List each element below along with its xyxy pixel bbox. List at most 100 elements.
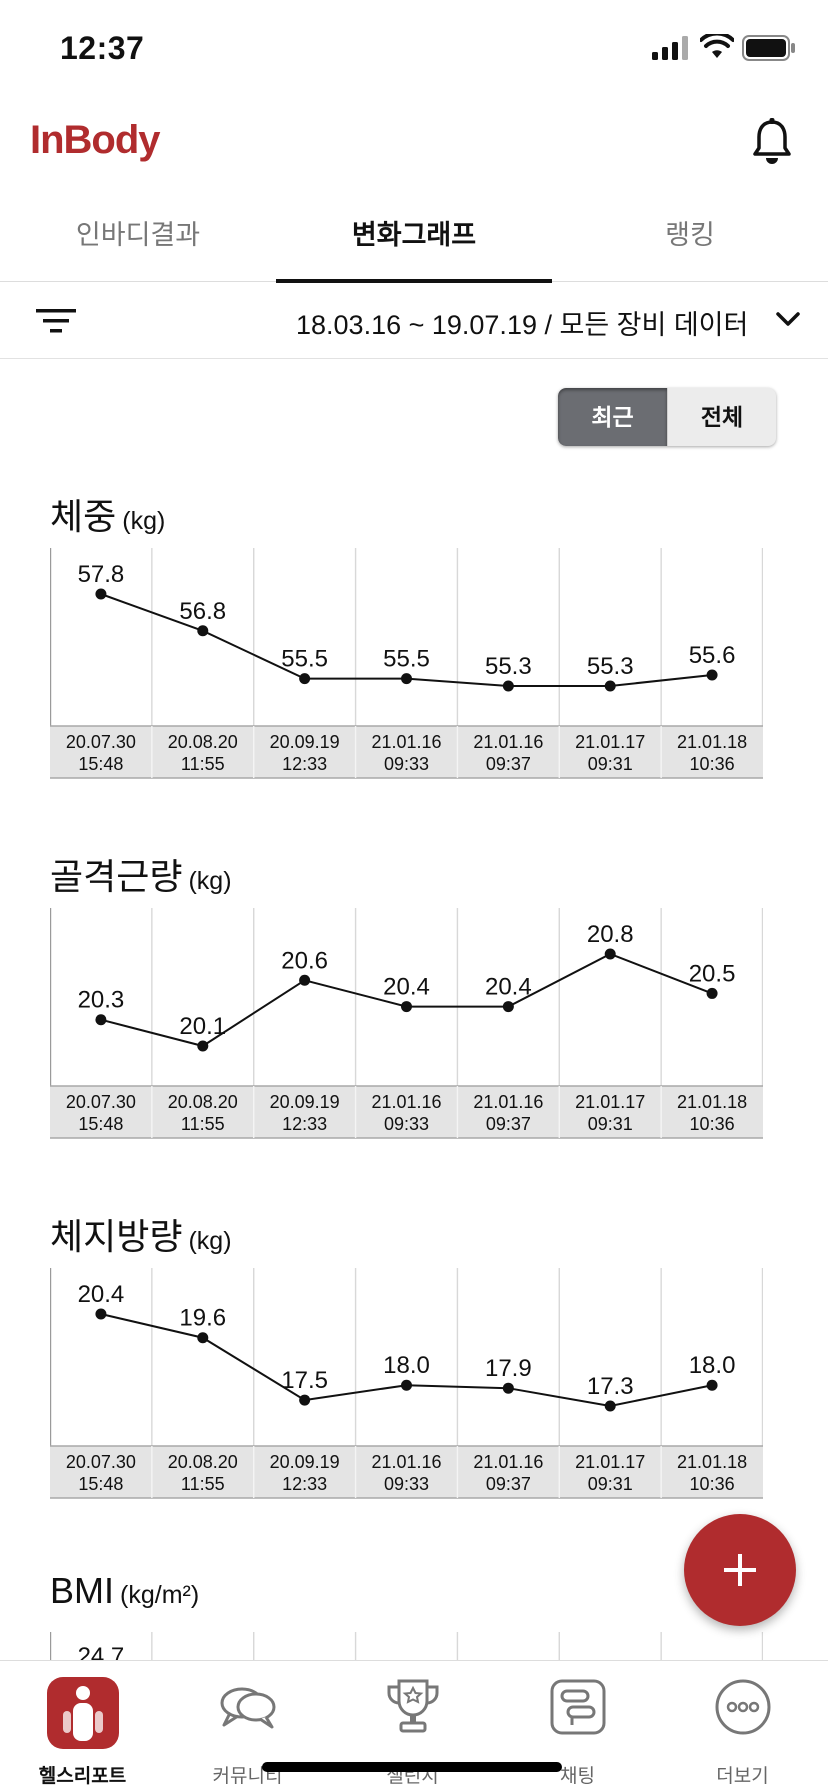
x-tick-date: 21.01.16 <box>371 1092 441 1112</box>
x-tick-time: 15:48 <box>78 1474 123 1494</box>
nav-health-report[interactable]: 헬스리포트 <box>0 1661 165 1792</box>
data-point[interactable] <box>197 1332 209 1344</box>
chart-unit: (kg/m²) <box>120 1581 200 1609</box>
x-tick-time: 12:33 <box>282 754 327 774</box>
x-tick-date: 21.01.18 <box>677 1092 747 1112</box>
x-tick-time: 09:33 <box>384 1474 429 1494</box>
data-point[interactable] <box>604 948 616 960</box>
data-label: 20.4 <box>78 1281 125 1308</box>
x-tick-date: 20.08.20 <box>168 1092 238 1112</box>
x-tick-time: 09:37 <box>486 1474 531 1494</box>
nav-more[interactable]: 더보기 <box>660 1661 825 1792</box>
nav-chat[interactable]: 채팅 <box>495 1661 660 1792</box>
data-point[interactable] <box>706 987 718 999</box>
data-point[interactable] <box>95 1308 107 1320</box>
data-point[interactable] <box>604 1400 616 1412</box>
chart-title: 체중 <box>50 496 117 537</box>
x-tick-time: 12:33 <box>282 1114 327 1134</box>
chart-title: 체지방량 <box>50 1216 183 1257</box>
data-label: 18.0 <box>383 1352 430 1379</box>
x-tick-date: 21.01.18 <box>677 1452 747 1472</box>
data-point[interactable] <box>401 1379 412 1391</box>
app-header: InBody <box>0 100 828 200</box>
x-tick-date: 21.01.16 <box>473 1092 543 1112</box>
data-point[interactable] <box>299 1394 311 1406</box>
x-tick-time: 09:33 <box>384 1114 429 1134</box>
data-label: 55.3 <box>485 653 532 680</box>
chat-bubbles-icon <box>220 1687 275 1729</box>
signal-icon <box>652 36 688 60</box>
x-axis-band <box>50 726 763 778</box>
data-label: 20.8 <box>587 921 634 948</box>
all-button[interactable]: 전체 <box>667 388 776 446</box>
inbody-logo: InBody <box>30 118 161 162</box>
data-point[interactable] <box>197 625 209 637</box>
status-bar: 12:37 <box>0 0 828 100</box>
x-axis-band <box>50 1446 763 1498</box>
data-label: 55.5 <box>281 646 328 673</box>
x-tick-time: 10:36 <box>690 1114 735 1134</box>
tab-inbody-result[interactable]: 인바디결과 <box>0 200 276 282</box>
tab-change-graph[interactable]: 변화그래프 <box>276 200 552 283</box>
x-tick-date: 21.01.17 <box>575 1452 645 1472</box>
data-point[interactable] <box>502 1382 514 1394</box>
home-indicator <box>262 1762 562 1772</box>
recent-button[interactable]: 최근 <box>558 388 667 446</box>
x-tick-time: 12:33 <box>282 1474 327 1494</box>
nav-community[interactable]: 커뮤니티 <box>165 1661 330 1792</box>
weight-chart: 57.8 56.8 55.5 55.5 55.3 55.3 55.6 20.07.3015:4… <box>50 548 763 779</box>
section-title: BMI (kg/m²) <box>50 1570 199 1620</box>
x-tick-time: 10:36 <box>690 1474 735 1494</box>
trophy-icon <box>387 1679 438 1733</box>
skeletal-muscle-chart: 20.3 20.1 20.6 20.4 20.4 20.8 20.5 20.07.3015:4… <box>50 908 763 1139</box>
nav-label: 더보기 <box>716 1766 769 1787</box>
tab-label: 인바디결과 <box>75 220 201 250</box>
tab-label: 랭킹 <box>665 220 715 250</box>
data-point[interactable] <box>502 1001 514 1013</box>
add-button[interactable] <box>684 1514 796 1626</box>
chevron-down-icon[interactable] <box>774 309 802 331</box>
x-tick-time: 15:48 <box>78 754 123 774</box>
x-tick-time: 11:55 <box>181 1474 225 1494</box>
period-toggle: 최근 전체 <box>558 388 776 446</box>
x-tick-date: 20.07.30 <box>66 1092 136 1112</box>
data-label: 20.4 <box>383 974 430 1001</box>
x-tick-date: 20.07.30 <box>66 732 136 752</box>
data-point[interactable] <box>706 669 718 681</box>
filter-row: 18.03.16 ~ 19.07.19 / 모든 장비 데이터 <box>0 283 828 359</box>
date-range-selector[interactable]: 18.03.16 ~ 19.07.19 / 모든 장비 데이터 <box>296 310 749 340</box>
bell-icon[interactable] <box>750 118 794 166</box>
tab-ranking[interactable]: 랭킹 <box>552 200 828 282</box>
tab-bar: 인바디결과 변화그래프 랭킹 <box>0 200 828 283</box>
x-tick-date: 21.01.17 <box>575 732 645 752</box>
battery-icon <box>742 35 795 61</box>
data-point[interactable] <box>197 1040 209 1052</box>
more-icon <box>715 1679 770 1735</box>
x-tick-date: 21.01.16 <box>473 1452 543 1472</box>
data-point[interactable] <box>299 974 311 986</box>
data-point[interactable] <box>299 673 311 685</box>
nav-label: 채팅 <box>560 1766 595 1787</box>
x-tick-date: 21.01.16 <box>371 732 441 752</box>
x-tick-time: 09:31 <box>588 754 633 774</box>
chart-title: 골격근량 <box>50 856 183 897</box>
nav-challenge[interactable]: 챌린지 <box>330 1661 495 1792</box>
data-point[interactable] <box>604 680 616 692</box>
x-tick-date: 21.01.16 <box>473 732 543 752</box>
data-point[interactable] <box>95 588 107 600</box>
health-report-icon <box>46 1677 119 1749</box>
data-point[interactable] <box>706 1379 718 1391</box>
x-tick-time: 10:36 <box>690 754 735 774</box>
data-point[interactable] <box>95 1014 107 1026</box>
chart-title: BMI <box>50 1570 115 1611</box>
x-axis-band <box>50 1086 763 1138</box>
data-point[interactable] <box>502 680 514 692</box>
section-title: 골격근량 (kg) <box>50 848 232 898</box>
data-label: 55.5 <box>383 646 430 673</box>
data-point[interactable] <box>401 1001 412 1013</box>
filter-icon[interactable] <box>36 305 76 337</box>
x-tick-date: 21.01.16 <box>371 1452 441 1472</box>
data-point[interactable] <box>401 673 412 685</box>
x-tick-time: 11:55 <box>181 1114 225 1134</box>
